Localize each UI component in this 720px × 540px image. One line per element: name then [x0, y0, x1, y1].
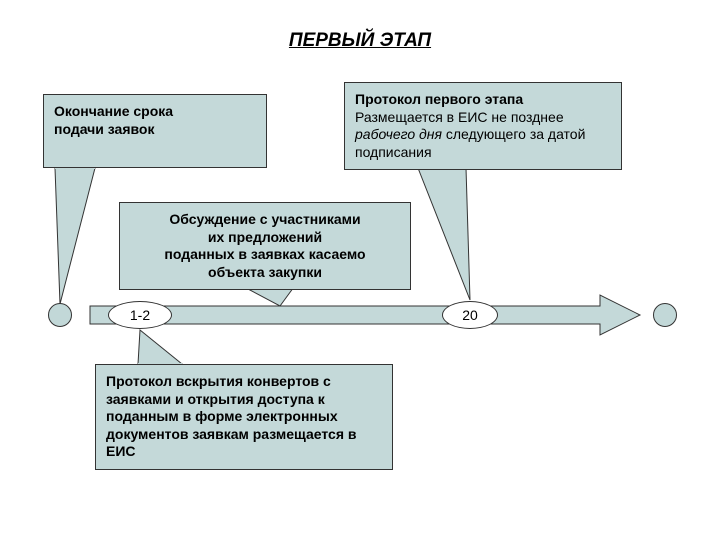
open-line3: поданным в форме электронных — [106, 408, 382, 426]
callout-deadline-line2: подачи заявок — [54, 121, 256, 139]
discussion-line3: поданных в заявках касаемо — [130, 246, 400, 264]
callout-protocol-stage1: Протокол первого этапа Размещается в ЕИС… — [344, 82, 622, 170]
bubble-1-2-label: 1-2 — [130, 307, 150, 323]
discussion-line2: их предложений — [130, 229, 400, 247]
callout-deadline-line1: Окончание срока — [54, 103, 256, 121]
discussion-line1: Обсуждение с участниками — [130, 211, 400, 229]
timeline-end-circle — [653, 303, 677, 327]
text-b-italic: рабочего дня — [355, 126, 442, 142]
text-a: Размещается в ЕИС не позднее — [355, 109, 564, 125]
open-line2: заявками и открытия доступа к — [106, 391, 382, 409]
open-line1: Протокол вскрытия конвертов с — [106, 373, 382, 391]
callout-protocol-stage1-title: Протокол первого этапа — [355, 91, 611, 109]
open-line4: документов заявкам размещается в — [106, 426, 382, 444]
open-line5: ЕИС — [106, 443, 382, 461]
discussion-line4: объекта закупки — [130, 264, 400, 282]
bubble-20-label: 20 — [462, 307, 478, 323]
timeline-start-circle — [48, 303, 72, 327]
callout-protocol-stage1-body: Размещается в ЕИС не позднее рабочего дн… — [355, 109, 611, 162]
callout-protocol-open: Протокол вскрытия конвертов с заявками и… — [95, 364, 393, 470]
callout-discussion: Обсуждение с участниками их предложений … — [119, 202, 411, 290]
timeline-bubble-1-2: 1-2 — [108, 301, 172, 329]
callout-deadline: Окончание срока подачи заявок — [43, 94, 267, 168]
timeline-bubble-20: 20 — [442, 301, 498, 329]
